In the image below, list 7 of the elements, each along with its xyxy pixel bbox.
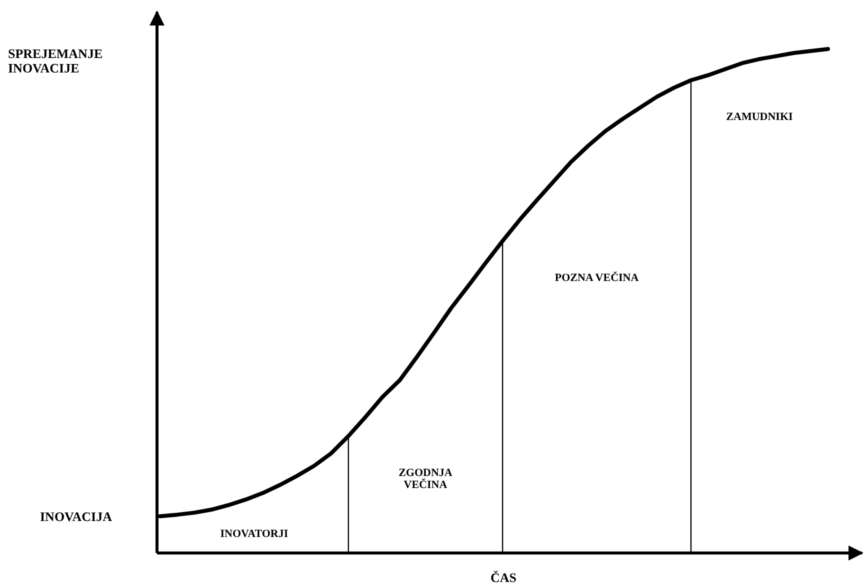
text: INOVACIJA bbox=[40, 509, 113, 524]
annotation: ZGODNJA VEČINA bbox=[398, 467, 452, 492]
annotation: INOVATORJI bbox=[220, 528, 288, 540]
x-axis-title: ČAS bbox=[490, 570, 517, 585]
y-axis-title: SPREJEMANJE INOVACIJE bbox=[8, 46, 103, 76]
annotation: ZAMUDNIKI bbox=[726, 111, 793, 124]
annotation: POZNA VEČINA bbox=[554, 271, 639, 284]
